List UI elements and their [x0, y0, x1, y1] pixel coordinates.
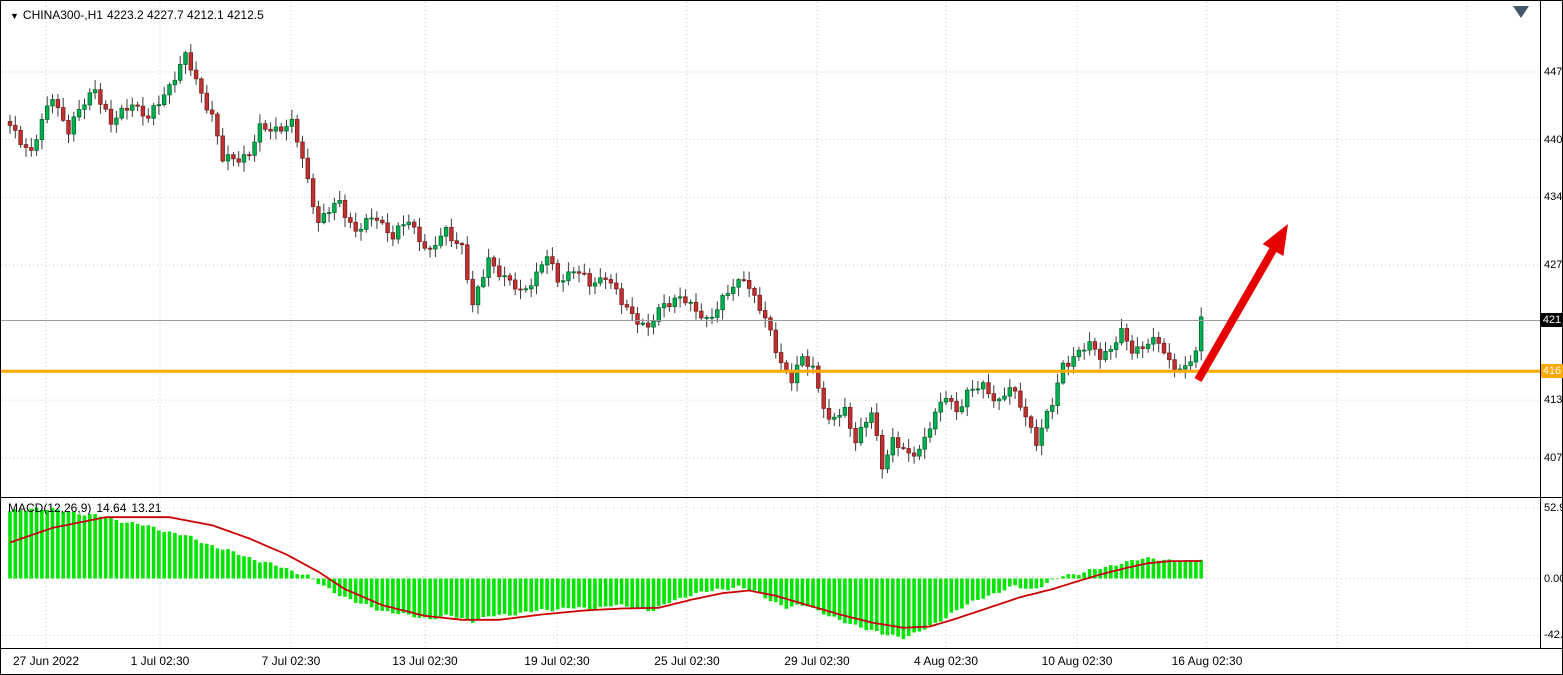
price-axis-label: 447 — [1544, 66, 1563, 78]
current-price-badge: 421 — [1541, 313, 1563, 327]
time-axis-label: 13 Jul 02:30 — [392, 654, 458, 668]
time-axis-label: 7 Jul 02:30 — [261, 654, 321, 668]
support-price-badge: 416 — [1541, 364, 1563, 378]
macd-axis-label: 52.9 — [1544, 502, 1563, 514]
macd-indicator-name: MACD(12,26,9) — [8, 501, 92, 515]
time-axis-label: 19 Jul 02:30 — [524, 654, 590, 668]
candlesticks — [7, 44, 1204, 479]
price-axis-label: 440 — [1544, 134, 1563, 146]
time-axis-label: 27 Jun 2022 — [12, 654, 80, 668]
chart-ohlc: 4223.2 4227.7 4212.1 4212.5 — [106, 8, 264, 22]
macd-axis-label: -42.7 — [1544, 629, 1563, 641]
time-axis-label: 25 Jul 02:30 — [654, 654, 720, 668]
chart-title: CHINA300-,H1 — [22, 8, 103, 22]
macd-histogram — [8, 507, 1203, 640]
price-axis-label: 434 — [1544, 191, 1563, 203]
time-axis-label: 29 Jul 02:30 — [784, 654, 850, 668]
time-axis-label: 4 Aug 02:30 — [913, 654, 979, 668]
macd-signal-line — [9, 516, 1202, 629]
time-axis-label: 16 Aug 02:30 — [1171, 654, 1243, 668]
trend-arrow[interactable] — [1194, 224, 1288, 382]
price-axis-label: 413 — [1544, 394, 1563, 406]
price-axis-label: 407 — [1544, 452, 1563, 464]
chart-legend: ▼ CHINA300-,H1 4223.2 4227.7 4212.1 4212.5 — [10, 8, 268, 22]
chart-shift-icon[interactable] — [1513, 6, 1529, 18]
time-axis-label: 1 Jul 02:30 — [130, 654, 190, 668]
macd-axis-label: 0.00 — [1544, 573, 1563, 585]
time-axis-label: 10 Aug 02:30 — [1041, 654, 1113, 668]
price-axis-label: 427 — [1544, 259, 1563, 271]
macd-signal-value: 13.21 — [131, 501, 162, 515]
macd-label: MACD(12,26,9) 14.64 13.21 — [8, 501, 166, 515]
symbol-dropdown-icon[interactable]: ▼ — [10, 11, 19, 21]
macd-main-value: 14.64 — [96, 501, 127, 515]
